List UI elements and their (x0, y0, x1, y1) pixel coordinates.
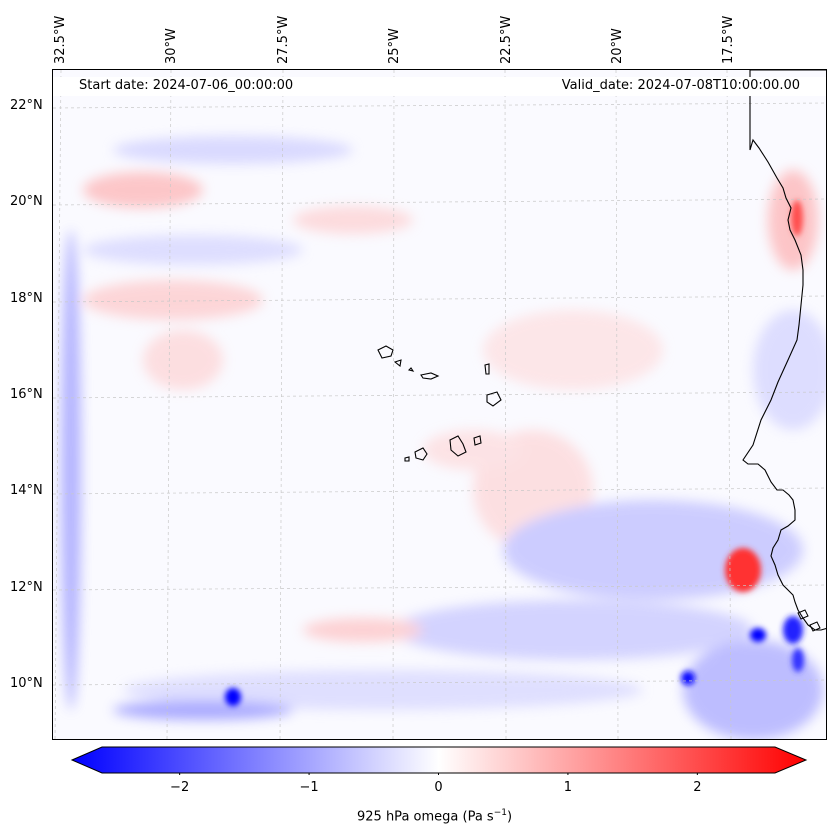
field-blob (83, 235, 303, 265)
island (809, 621, 821, 632)
colorbar-tick-label: 1 (563, 780, 573, 795)
field-blob (113, 700, 293, 720)
gridline (504, 70, 507, 739)
field-blob (303, 618, 423, 642)
colorbar-gradient (70, 746, 808, 774)
island-fogo (414, 447, 428, 461)
colorbar (70, 746, 808, 775)
island-maio (473, 435, 482, 446)
field-blob (293, 206, 413, 234)
field-blob (791, 200, 803, 236)
lon-label: 22.5°W (499, 15, 514, 64)
island-santo-antao (377, 345, 394, 359)
island-sao-vicente (393, 359, 402, 368)
field-blob (83, 172, 203, 208)
colorbar-tick-label: 2 (693, 780, 702, 795)
field-blob (783, 616, 803, 644)
island (797, 609, 809, 620)
island-sao-nicolau (420, 372, 440, 380)
lon-label: 20°W (610, 28, 625, 64)
colorbar-title: 925 hPa omega (Pa s−1) (357, 808, 513, 825)
field-blob (725, 548, 761, 592)
field-blob (393, 600, 753, 660)
field-blob (83, 280, 263, 320)
island-boa-vista (486, 391, 502, 407)
start-date-label: Start date: 2024-07-06_00:00:00 (79, 78, 294, 93)
gridline (279, 70, 284, 739)
field-blob (225, 688, 241, 706)
lat-label: 18°N (10, 291, 43, 306)
island-santiago (449, 435, 467, 457)
field-blob (143, 330, 223, 390)
colorbar-tick-label: −2 (170, 780, 190, 795)
valid-date-label: Valid_date: 2024-07-08T10:00:00.00 (561, 78, 800, 93)
lat-label: 22°N (10, 98, 43, 113)
field-blob (792, 648, 804, 672)
lat-label: 10°N (10, 676, 43, 691)
header-band (53, 77, 826, 96)
island-santa-luzia (407, 367, 415, 372)
gridline (53, 487, 826, 495)
lat-label: 14°N (10, 483, 43, 498)
graticule (53, 70, 826, 739)
lon-label: 32.5°W (53, 15, 68, 64)
gridline (615, 70, 619, 739)
colorbar-ticks (179, 773, 698, 775)
field-blob (503, 500, 803, 600)
field-blob (681, 671, 695, 685)
island-sal (484, 363, 490, 375)
lat-label: 16°N (10, 387, 43, 402)
lon-label: 17.5°W (721, 15, 736, 64)
bijagos-islands (797, 609, 821, 632)
gridline (166, 70, 172, 739)
island-brava (404, 456, 410, 462)
lon-label: 27.5°W (276, 15, 291, 64)
gridline (54, 70, 62, 739)
field-blob (683, 640, 823, 739)
map-panel (52, 69, 827, 740)
field-blob (423, 430, 523, 470)
cape-verde-islands (377, 345, 502, 462)
field-blob (483, 310, 663, 390)
colorbar-tick-label: −1 (299, 780, 319, 795)
field-blob (750, 628, 766, 642)
africa-coastline (742, 70, 826, 631)
colorbar-tick-label: 0 (434, 780, 443, 795)
gridline (726, 70, 732, 739)
field-blob (123, 670, 643, 710)
gridline (392, 70, 395, 739)
gridline (53, 102, 826, 109)
lat-label: 20°N (10, 194, 43, 209)
field-blob (113, 136, 353, 164)
lon-label: 30°W (164, 28, 179, 64)
lat-label: 12°N (10, 580, 43, 595)
lon-label: 25°W (387, 28, 402, 64)
omega-field-map (53, 70, 826, 739)
